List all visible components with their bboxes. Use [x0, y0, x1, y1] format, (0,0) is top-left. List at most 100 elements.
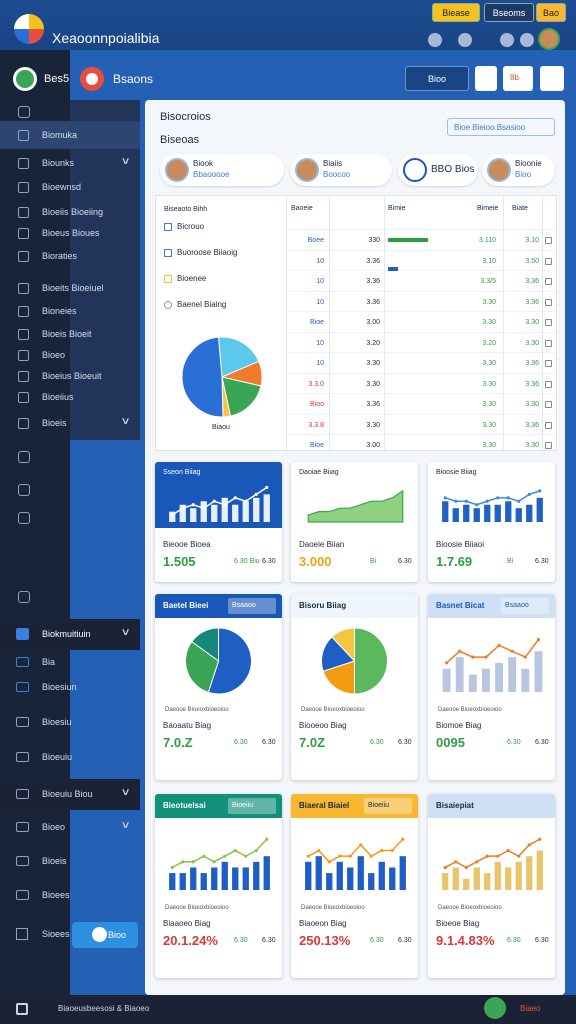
- top-icon[interactable]: [520, 33, 534, 47]
- menu-item[interactable]: Bioeis: [42, 418, 67, 428]
- status-text: Biaoeusbeesosi & Biaoeo: [58, 1004, 150, 1013]
- card-tag[interactable]: Bioeiiu: [228, 798, 276, 814]
- status-button[interactable]: [484, 997, 506, 1019]
- trend-point: [348, 854, 352, 858]
- profile-card[interactable]: Bioonie Bioo: [482, 154, 555, 186]
- menu-item[interactable]: Bioeiius: [42, 392, 74, 402]
- menu-item[interactable]: Bioeuiu Biou: [42, 789, 93, 799]
- trend-point: [527, 843, 531, 847]
- table-cell: 3.30: [366, 360, 380, 367]
- table-cell: 3.20: [366, 339, 380, 347]
- menu-item[interactable]: Biomuka: [42, 130, 78, 140]
- menu-item[interactable]: Bioesiu: [42, 717, 72, 727]
- top-button[interactable]: Bao: [536, 3, 566, 22]
- legend-item[interactable]: Baenel Biaing: [177, 300, 227, 309]
- bar: [534, 651, 543, 692]
- chart-caption: Daeooe Bioeoxbioeoioo: [438, 905, 502, 911]
- chart-card[interactable]: Sseon Biiag Bieooe Bioea 1.505 6.30 Biu 6.30: [155, 462, 282, 582]
- toolbar-button[interactable]: Bioo: [405, 66, 469, 91]
- trend-point: [454, 499, 458, 503]
- user-avatar[interactable]: [538, 28, 560, 50]
- row-checkbox[interactable]: [545, 319, 552, 326]
- top-icon[interactable]: [458, 33, 472, 47]
- menu-item[interactable]: Bioeo: [42, 350, 66, 360]
- toolbar-square[interactable]: [540, 66, 564, 91]
- menu-item[interactable]: Bioraties: [42, 251, 78, 261]
- legend-item[interactable]: Buoroose Biiaoig: [177, 248, 238, 257]
- menu-item[interactable]: Bioeis Bioeit: [42, 329, 92, 339]
- menu-item[interactable]: Biounks: [42, 158, 75, 168]
- menu-item[interactable]: Bioeiis Bioeiing: [42, 207, 104, 217]
- menu-item[interactable]: Bioees: [42, 890, 70, 900]
- row-checkbox[interactable]: [545, 401, 552, 408]
- chart-card[interactable]: Baetel Bieei Bsaaoo Daeooe Bioeoxbioeoioo B…: [155, 594, 282, 780]
- bar: [399, 856, 406, 890]
- status-badge[interactable]: Biaeo: [520, 1004, 541, 1013]
- menu-item[interactable]: Bioeius Bioeuit: [42, 371, 102, 381]
- filter[interactable]: Bioe Bieioo Bsasioo: [447, 118, 555, 136]
- table-cell: 3.36: [525, 360, 539, 367]
- menu-item[interactable]: Bioneies: [42, 306, 77, 316]
- card-value: 3.000: [299, 554, 332, 569]
- card-header: [291, 794, 418, 818]
- row-checkbox[interactable]: [545, 298, 552, 306]
- trend-point: [265, 485, 269, 490]
- bar: [442, 501, 449, 522]
- row-checkbox[interactable]: [545, 257, 552, 265]
- card-tag[interactable]: Bsaaoo: [228, 598, 276, 614]
- top-button[interactable]: Biease: [432, 3, 480, 22]
- bar: [242, 867, 249, 890]
- table-cell: 3.36: [525, 421, 539, 429]
- sidebar-button[interactable]: Bioo: [72, 922, 138, 948]
- profile-card[interactable]: Biaiis Boocoo: [290, 154, 392, 186]
- menu-item[interactable]: Bioeits Bioeiuel: [42, 283, 104, 293]
- row-checkbox[interactable]: [545, 442, 552, 449]
- row-checkbox[interactable]: [545, 360, 552, 367]
- trend-point: [338, 854, 342, 858]
- row-checkbox[interactable]: [545, 278, 552, 285]
- menu-item[interactable]: Bioeo: [42, 822, 66, 832]
- menu-item[interactable]: Bioeis: [42, 856, 67, 866]
- legend-item[interactable]: Bioenee: [177, 274, 207, 283]
- profile-role: Boocoo: [323, 170, 351, 179]
- status-bar: [0, 995, 576, 1024]
- legend-item[interactable]: Bicrouo: [177, 222, 205, 231]
- chart-card[interactable]: Bisaiepiat Daeooe Bioeoxbioeoioo Bioeoe Bi…: [428, 794, 555, 978]
- chart-card[interactable]: Bioosie Biiag Bioosie Biiaoi 1.7.69 Bi 6.30: [428, 462, 555, 582]
- trend-point: [506, 848, 510, 853]
- row-checkbox[interactable]: [545, 421, 552, 429]
- menu-item[interactable]: Bioesiun: [42, 682, 77, 692]
- profile-card[interactable]: Biook Bbaooooe: [160, 154, 284, 186]
- toolbar-square[interactable]: [475, 66, 497, 91]
- chart-card[interactable]: Bieotuelsai Bioeiiu Daeooe Bioeoxbioeoioo B…: [155, 794, 282, 978]
- card-header: [155, 594, 282, 618]
- chart-caption: Daeooe Bioeoxbioeoioo: [165, 905, 229, 911]
- menu-item[interactable]: Bioeuiu: [42, 752, 73, 762]
- chart-card[interactable]: Biaeral Biaiel Bioeiiu Daeooe Bioeoxbioeoi…: [291, 794, 418, 978]
- card-note: 6.30: [507, 739, 521, 746]
- row-checkbox[interactable]: [545, 380, 552, 388]
- profile-role: Bbaooooe: [193, 170, 230, 179]
- toolbar-square[interactable]: [503, 66, 533, 91]
- menu-item[interactable]: Bia: [42, 657, 56, 667]
- bar: [253, 497, 260, 522]
- trend-point: [191, 860, 195, 864]
- card-tag[interactable]: Bsaaoo: [501, 598, 549, 614]
- menu-item[interactable]: Sioees: [42, 929, 70, 939]
- card-tag[interactable]: Bioeiiu: [364, 798, 412, 814]
- menu-section[interactable]: Biokmuitiuin: [42, 629, 91, 639]
- row-checkbox[interactable]: [545, 339, 552, 347]
- row-checkbox[interactable]: [545, 237, 552, 244]
- menu-item[interactable]: Bioeus Bioues: [42, 228, 100, 238]
- trend-point: [212, 860, 216, 864]
- menu-icon: [18, 283, 29, 294]
- profile-card[interactable]: BBO Bios: [398, 154, 478, 186]
- menu-item[interactable]: Bioewnsd: [42, 182, 82, 192]
- top-icon[interactable]: [428, 33, 442, 47]
- top-button[interactable]: Bseoms: [484, 3, 534, 22]
- chart-card[interactable]: Bisoru Biiag Daeooe Bioeoxbioeoioo Biooeoo…: [291, 594, 418, 780]
- trend-point: [443, 496, 447, 500]
- chart-card[interactable]: Daoiae Biiag Daoeie Biian 3.000 Bi 6.30: [291, 462, 418, 582]
- chart-card[interactable]: Basnet Bicat Bsaaoo Daeooe Bioeoxbioeoioo B…: [428, 594, 555, 780]
- top-icon[interactable]: [500, 33, 514, 47]
